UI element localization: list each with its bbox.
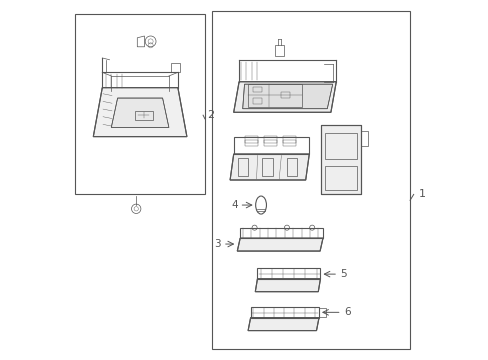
Text: 3: 3 bbox=[214, 239, 221, 249]
Bar bbox=[257, 268, 320, 279]
Bar bbox=[264, 136, 276, 143]
Text: 5: 5 bbox=[340, 269, 346, 279]
Bar bbox=[240, 228, 322, 238]
Bar bbox=[318, 309, 325, 316]
Bar bbox=[281, 93, 289, 98]
Bar bbox=[170, 63, 179, 72]
Bar bbox=[134, 111, 152, 120]
Polygon shape bbox=[233, 82, 336, 112]
Polygon shape bbox=[247, 318, 318, 330]
Bar bbox=[253, 87, 262, 93]
Bar bbox=[324, 166, 356, 190]
Bar bbox=[283, 140, 295, 146]
Bar bbox=[245, 136, 258, 143]
Polygon shape bbox=[93, 87, 186, 136]
Text: 1: 1 bbox=[418, 189, 425, 199]
Bar bbox=[247, 84, 301, 107]
Bar bbox=[264, 140, 276, 146]
Bar bbox=[286, 158, 297, 176]
Polygon shape bbox=[230, 154, 309, 180]
Bar bbox=[75, 14, 204, 194]
Text: 6: 6 bbox=[344, 307, 350, 317]
Bar bbox=[237, 158, 248, 176]
Text: 4: 4 bbox=[230, 200, 237, 210]
Bar bbox=[262, 158, 273, 176]
Bar bbox=[324, 133, 356, 159]
Polygon shape bbox=[320, 125, 360, 194]
Bar bbox=[360, 131, 367, 146]
Polygon shape bbox=[237, 238, 322, 251]
Bar bbox=[275, 45, 283, 56]
Polygon shape bbox=[242, 84, 332, 109]
Text: 2: 2 bbox=[206, 110, 213, 120]
Polygon shape bbox=[111, 98, 168, 127]
Bar bbox=[250, 307, 318, 318]
Bar bbox=[245, 140, 258, 146]
Bar bbox=[233, 137, 309, 154]
Bar bbox=[283, 136, 295, 143]
Bar bbox=[253, 98, 262, 104]
Polygon shape bbox=[255, 279, 320, 292]
Bar bbox=[212, 11, 409, 349]
